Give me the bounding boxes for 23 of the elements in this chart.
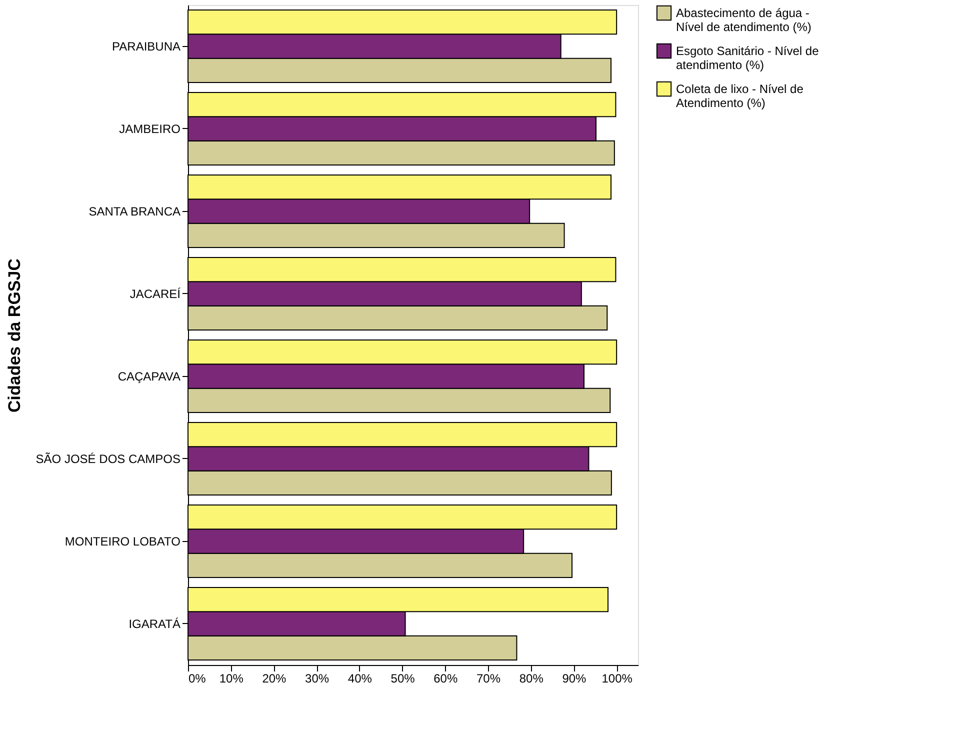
y-tick-label: JACAREÍ bbox=[130, 286, 182, 301]
x-tick-label: 90% bbox=[562, 672, 587, 686]
y-tick-label: JAMBEIRO bbox=[119, 122, 180, 136]
x-tick-label: 60% bbox=[434, 672, 458, 686]
y-tick-label: IGARATÁ bbox=[128, 616, 180, 631]
y-tick-label: SANTA BRANCA bbox=[88, 204, 180, 218]
x-tick-label: 0% bbox=[188, 672, 206, 686]
x-tick-label: 20% bbox=[262, 672, 287, 686]
x-tick-label: 80% bbox=[519, 672, 544, 686]
x-tick-label: 10% bbox=[219, 672, 244, 686]
x-tick-label: 70% bbox=[476, 672, 501, 686]
y-tick-label: CAÇAPAVA bbox=[118, 369, 180, 384]
y-axis-title: Cidades da RGSJC bbox=[4, 258, 24, 412]
legend-label: Esgoto Sanitário - Nível de atendimento (%) bbox=[676, 44, 820, 72]
legend-label: Abastecimento de água - Nível de atendimento (%) bbox=[676, 6, 812, 34]
x-tick-label: 100% bbox=[602, 672, 633, 686]
y-tick-label: SÃO JOSÉ DOS CAMPOS bbox=[36, 452, 180, 466]
x-tick-label: 50% bbox=[390, 672, 416, 686]
legend-label: Coleta de lixo - Nível de Atendimento (%) bbox=[676, 82, 804, 110]
y-tick-label: MONTEIRO LOBATO bbox=[64, 534, 180, 548]
x-tick-label: 30% bbox=[305, 672, 330, 686]
y-tick-label: PARAIBUNA bbox=[112, 39, 180, 54]
x-tick-label: 40% bbox=[348, 672, 372, 686]
